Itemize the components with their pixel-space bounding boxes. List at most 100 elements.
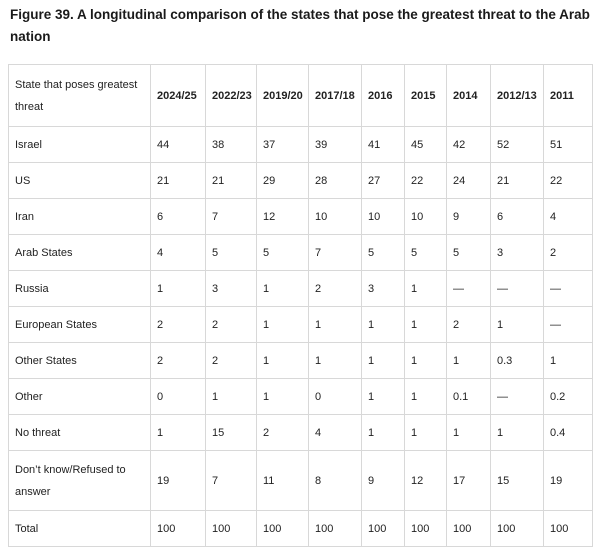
cell-value: 10	[361, 198, 405, 235]
table-row: Russia 1 3 1 2 3 1— — —	[8, 270, 593, 307]
cell-value: 9	[446, 198, 491, 235]
cell-value: 1	[205, 378, 257, 415]
cell-value: 100	[150, 510, 206, 547]
cell-value: 38	[205, 126, 257, 163]
cell-value: 1	[361, 342, 405, 379]
cell-value: 41	[361, 126, 405, 163]
cell-value: 100	[308, 510, 362, 547]
cell-value: 3	[205, 270, 257, 307]
table-row: Iran 6 7 12 10 10 10 9 6 4	[8, 198, 593, 235]
cell-value: 2	[205, 342, 257, 379]
header-year: 2022/23	[205, 64, 257, 127]
cell-value: 5	[361, 234, 405, 271]
header-year: 2011	[543, 64, 593, 127]
cell-value: 1	[256, 342, 309, 379]
cell-value: 0	[308, 378, 362, 415]
cell-value: 3	[490, 234, 544, 271]
header-year: 2015	[404, 64, 447, 127]
cell-value: 5	[404, 234, 447, 271]
cell-value: 12	[256, 198, 309, 235]
header-year: 2024/25	[150, 64, 206, 127]
row-label: Israel	[8, 126, 151, 163]
header-label: State that poses greatest threat	[8, 64, 151, 127]
table-row: Don’t know/Refused to answer 19 7 11 8 9 12 17 1…	[8, 450, 593, 511]
table-row: US 21 21 29 28 27 22 24 21 22	[8, 162, 593, 199]
cell-value: 2	[446, 306, 491, 343]
cell-value: 42	[446, 126, 491, 163]
cell-value: 2	[543, 234, 593, 271]
row-label: Other	[8, 378, 151, 415]
cell-value: —	[543, 270, 593, 307]
cell-value: 6	[150, 198, 206, 235]
cell-value: 5	[205, 234, 257, 271]
table-row: European States 2 2 1 1 1 1 2 1—	[8, 306, 593, 343]
cell-value: 37	[256, 126, 309, 163]
cell-value: 1	[404, 270, 447, 307]
cell-value: 11	[256, 450, 309, 511]
cell-value: 100	[404, 510, 447, 547]
cell-value: 3	[361, 270, 405, 307]
table-row: Arab States 4 5 5 7 5 5 5 3 2	[8, 234, 593, 271]
cell-value: 22	[543, 162, 593, 199]
cell-value: 100	[256, 510, 309, 547]
cell-value: 1	[490, 414, 544, 451]
header-year: 2012/13	[490, 64, 544, 127]
table-row: Other States 2 2 1 1 1 1 1 0.3 1	[8, 342, 593, 379]
cell-value: 0.1	[446, 378, 491, 415]
cell-value: 1	[150, 414, 206, 451]
cell-value: 1	[404, 306, 447, 343]
cell-value: 12	[404, 450, 447, 511]
cell-value: 6	[490, 198, 544, 235]
cell-value: 9	[361, 450, 405, 511]
cell-value: 4	[150, 234, 206, 271]
cell-value: 100	[490, 510, 544, 547]
cell-value: 5	[446, 234, 491, 271]
cell-value: 17	[446, 450, 491, 511]
cell-value: 1	[361, 306, 405, 343]
table-body: Israel 44 38 37 39 41 45 42 52 51 US 21 21 29 28 27 22 24…	[8, 126, 593, 547]
cell-value: 2	[150, 342, 206, 379]
row-label: Iran	[8, 198, 151, 235]
cell-value: 7	[308, 234, 362, 271]
cell-value: 1	[308, 342, 362, 379]
cell-value: 28	[308, 162, 362, 199]
row-label: Russia	[8, 270, 151, 307]
row-label: Don’t know/Refused to answer	[8, 450, 151, 511]
header-year: 2016	[361, 64, 405, 127]
cell-value: 0.3	[490, 342, 544, 379]
table-row: Other 0 1 1 0 1 1 0.1—0.2	[8, 378, 593, 415]
cell-value: 19	[543, 450, 593, 511]
table-row: No threat 1 15 2 4 1 1 1 1 0.4	[8, 414, 593, 451]
cell-value: 7	[205, 450, 257, 511]
cell-value: 2	[205, 306, 257, 343]
cell-value: 15	[490, 450, 544, 511]
cell-value: 44	[150, 126, 206, 163]
cell-value: —	[490, 270, 544, 307]
cell-value: 15	[205, 414, 257, 451]
cell-value: 1	[308, 306, 362, 343]
cell-value: 1	[404, 414, 447, 451]
cell-value: 51	[543, 126, 593, 163]
cell-value: —	[543, 306, 593, 343]
cell-value: 8	[308, 450, 362, 511]
cell-value: 1	[361, 378, 405, 415]
cell-value: 0.2	[543, 378, 593, 415]
cell-value: 1	[543, 342, 593, 379]
cell-value: 2	[256, 414, 309, 451]
row-label: Arab States	[8, 234, 151, 271]
cell-value: 10	[404, 198, 447, 235]
row-label: Total	[8, 510, 151, 547]
cell-value: 1	[446, 414, 491, 451]
row-label: European States	[8, 306, 151, 343]
header-year: 2019/20	[256, 64, 309, 127]
cell-value: 52	[490, 126, 544, 163]
data-table: State that poses greatest threat 2024/25 2…	[8, 64, 593, 547]
cell-value: 1	[256, 306, 309, 343]
row-label: No threat	[8, 414, 151, 451]
cell-value: 4	[308, 414, 362, 451]
cell-value: 0	[150, 378, 206, 415]
cell-value: 2	[308, 270, 362, 307]
cell-value: 1	[490, 306, 544, 343]
cell-value: 45	[404, 126, 447, 163]
